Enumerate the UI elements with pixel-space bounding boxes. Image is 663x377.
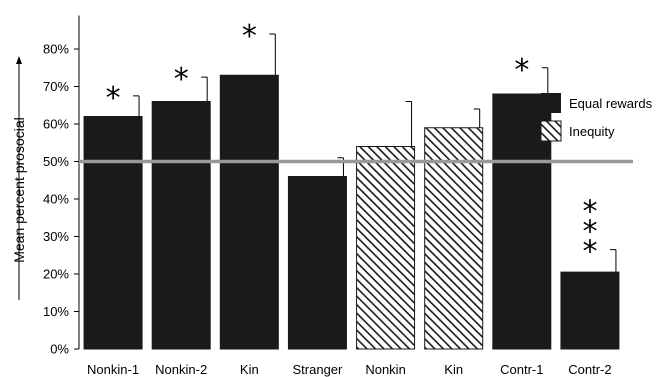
bar-nonkin-2-1	[151, 101, 211, 350]
y-tick-label: 40%	[43, 192, 69, 207]
significance-marker: *	[514, 53, 529, 88]
y-tick-label: 10%	[43, 304, 69, 319]
category-label: Nonkin-2	[155, 362, 207, 377]
y-axis-title-arrowhead	[16, 56, 22, 64]
significance-marker: *	[242, 19, 257, 54]
y-tick-label: 60%	[43, 117, 69, 132]
legend: Equal rewards Inequity	[540, 93, 653, 142]
significance-marker: *	[174, 62, 189, 97]
bar-contr-2-7	[560, 271, 620, 350]
y-tick-label: 30%	[43, 229, 69, 244]
y-tick-label: 20%	[43, 267, 69, 282]
y-tick-label: 80%	[43, 42, 69, 57]
bars-group: *******	[83, 19, 620, 350]
category-label: Kin	[240, 362, 259, 377]
bar-kin-5	[424, 127, 484, 350]
significance-marker: *	[582, 195, 597, 230]
category-label: Kin	[444, 362, 463, 377]
bar-nonkin-1-0	[83, 116, 143, 350]
bar-kin-2	[219, 74, 279, 350]
bar-nonkin-4	[356, 146, 416, 350]
category-label: Contr-2	[568, 362, 611, 377]
y-tick-label: 50%	[43, 154, 69, 169]
significance-marker: *	[582, 215, 597, 250]
y-axis-title-group: Mean percent prosocial	[11, 56, 27, 300]
significance-marker: *	[106, 81, 121, 116]
legend-label-equal-rewards: Equal rewards	[569, 96, 653, 111]
category-label: Nonkin	[365, 362, 405, 377]
category-label: Nonkin-1	[87, 362, 139, 377]
y-tick-label: 70%	[43, 79, 69, 94]
legend-swatch-inequity	[540, 120, 562, 142]
bar-stranger-3	[287, 176, 347, 350]
legend-label-inequity: Inequity	[569, 124, 615, 139]
category-labels: Nonkin-1 Nonkin-2 Kin Stranger Nonkin Kin Cont…	[87, 362, 612, 377]
y-tick-label: 0%	[50, 342, 69, 357]
category-label: Stranger	[293, 362, 344, 377]
category-label: Contr-1	[500, 362, 543, 377]
legend-swatch-equal-rewards	[541, 93, 561, 113]
significance-marker: *	[582, 235, 597, 270]
y-axis: 0% 10% 20% 30% 40% 50% 60% 70% 80%	[43, 15, 80, 357]
